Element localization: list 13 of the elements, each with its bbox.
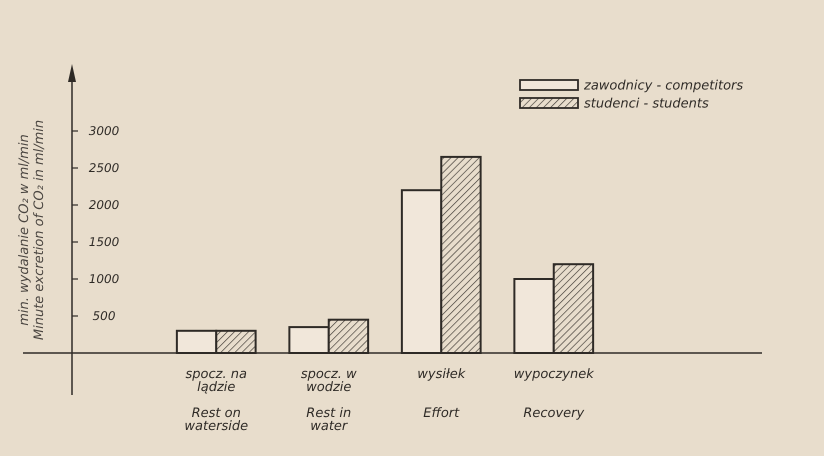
- x-tick-label: spocz. na lądzie Rest on waterside: [184, 367, 248, 434]
- category-label: wysiłek Effort: [417, 367, 466, 421]
- y-tick-label: 2000: [88, 198, 120, 212]
- y-tick-label: 1000: [88, 272, 120, 286]
- y-tick-label: 3000: [88, 124, 120, 138]
- y-axis-title: min. wydalanie CO₂ w ml/min Minute excretion of CO₂ in ml/min: [17, 120, 47, 340]
- legend-label: zawodnicy - competitors: [583, 78, 744, 94]
- y-tick-label: 1500: [88, 235, 120, 250]
- legend-label: studenci - students: [584, 96, 710, 112]
- category-label: wypoczynek Recovery: [514, 367, 594, 421]
- y-tick-label: 2500: [88, 161, 120, 176]
- x-tick-label: spocz. w wodzie Rest in water: [300, 367, 358, 434]
- y-tick-label: 500: [92, 309, 116, 324]
